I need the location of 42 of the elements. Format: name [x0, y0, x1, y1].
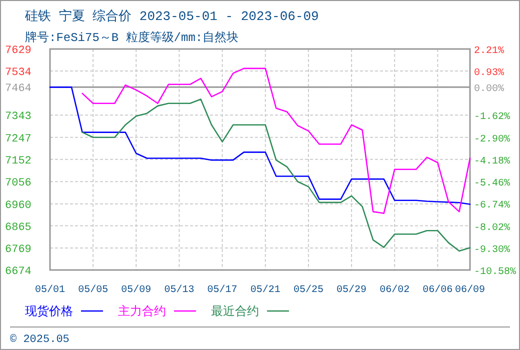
y2-tick-label: -1.62%	[474, 112, 510, 124]
y2-tick-label: -4.18%	[474, 156, 510, 168]
y2-tick-label: 2.21%	[474, 46, 504, 57]
legend-label: 最近合约	[211, 305, 259, 319]
y2-tick-label: -6.74%	[474, 200, 510, 212]
x-tick-label: 05/01	[34, 284, 66, 296]
x-tick-label: 06/02	[380, 284, 410, 296]
y-tick-label: 7247	[5, 133, 32, 146]
chart-subtitle: 牌号:FeSi75～B 粒度等级/mm:自然块	[25, 30, 239, 45]
text: © 2025.05	[10, 334, 70, 346]
x-tick-label: 05/25	[293, 284, 324, 296]
x-tick-label: 05/21	[250, 284, 280, 296]
y2-tick-label: 0.93%	[474, 68, 504, 80]
line-series	[82, 68, 471, 214]
y-tick-label: 6865	[5, 222, 32, 234]
y-tick-label: 7534	[5, 66, 32, 79]
y2-tick-label: -8.02%	[474, 222, 510, 234]
y-tick-label: 7629	[5, 45, 32, 57]
y-tick-label: 6769	[5, 244, 32, 256]
line-series	[49, 86, 471, 205]
line-series	[82, 98, 471, 252]
x-tick-label: 06/09	[454, 284, 486, 296]
x-tick-label: 06/06	[422, 284, 453, 296]
y2-tick-label: -2.90%	[474, 134, 510, 146]
legend-label: 主力合约	[118, 304, 166, 319]
y-tick-label: 6674	[5, 266, 32, 278]
y-tick-label: 7464	[5, 83, 32, 96]
y-tick-label: 6960	[5, 200, 32, 212]
legend-label: 现货价格	[25, 305, 73, 319]
y-tick-label: 7056	[5, 178, 32, 190]
x-tick-label: 05/05	[78, 284, 108, 296]
chart-title: 硅铁 宁夏 综合价 2023-05-01 - 2023-06-09	[24, 8, 319, 24]
y2-tick-label: -5.46%	[474, 178, 510, 190]
x-tick-label: 05/17	[207, 284, 238, 296]
y-tick-label: 7152	[5, 155, 32, 168]
y2-tick-label: 0.00%	[474, 84, 504, 96]
x-tick-label: 05/13	[164, 284, 194, 296]
x-tick-label: 05/29	[336, 284, 367, 296]
y-tick-label: 7343	[5, 111, 32, 124]
y2-tick-label: -9.30%	[474, 244, 510, 256]
x-tick-label: 05/09	[121, 284, 152, 296]
y2-tick-label: -10.58%	[474, 267, 516, 278]
